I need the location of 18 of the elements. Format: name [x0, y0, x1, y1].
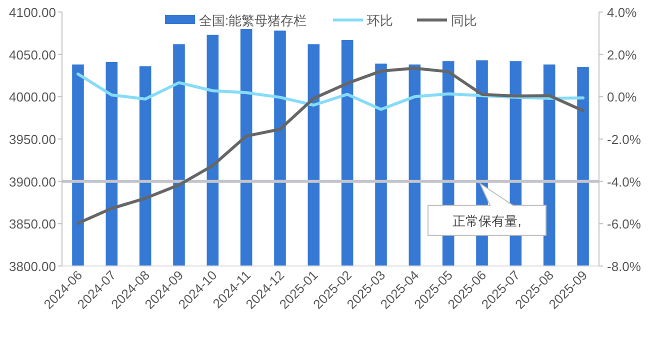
- y-tick-label: 3950.00: [9, 132, 56, 147]
- y2-tick-label: 0.0%: [607, 90, 638, 105]
- legend-label: 环比: [367, 13, 393, 28]
- y-tick-label: 3900.00: [9, 174, 56, 190]
- y-tick-label: 4100.00: [9, 5, 56, 20]
- legend-label: 同比: [451, 13, 477, 28]
- y-tick-label: 3850.00: [9, 216, 56, 232]
- y2-tick-label: -6.0%: [607, 216, 642, 232]
- y2-tick-label: 2.0%: [607, 47, 638, 62]
- legend-label: 全国:能繁母猪存栏: [199, 13, 307, 28]
- y2-tick-label: -8.0%: [607, 259, 642, 274]
- ref-line-label: 正常保有量,: [452, 213, 522, 228]
- y-tick-label: 4000.00: [9, 90, 56, 105]
- y-tick-label: 3800.00: [9, 259, 56, 274]
- y2-tick-label: -4.0%: [607, 174, 642, 190]
- y2-tick-label: 4.0%: [607, 5, 638, 20]
- y2-tick-label: -2.0%: [607, 132, 642, 147]
- y-tick-label: 4050.00: [9, 47, 56, 62]
